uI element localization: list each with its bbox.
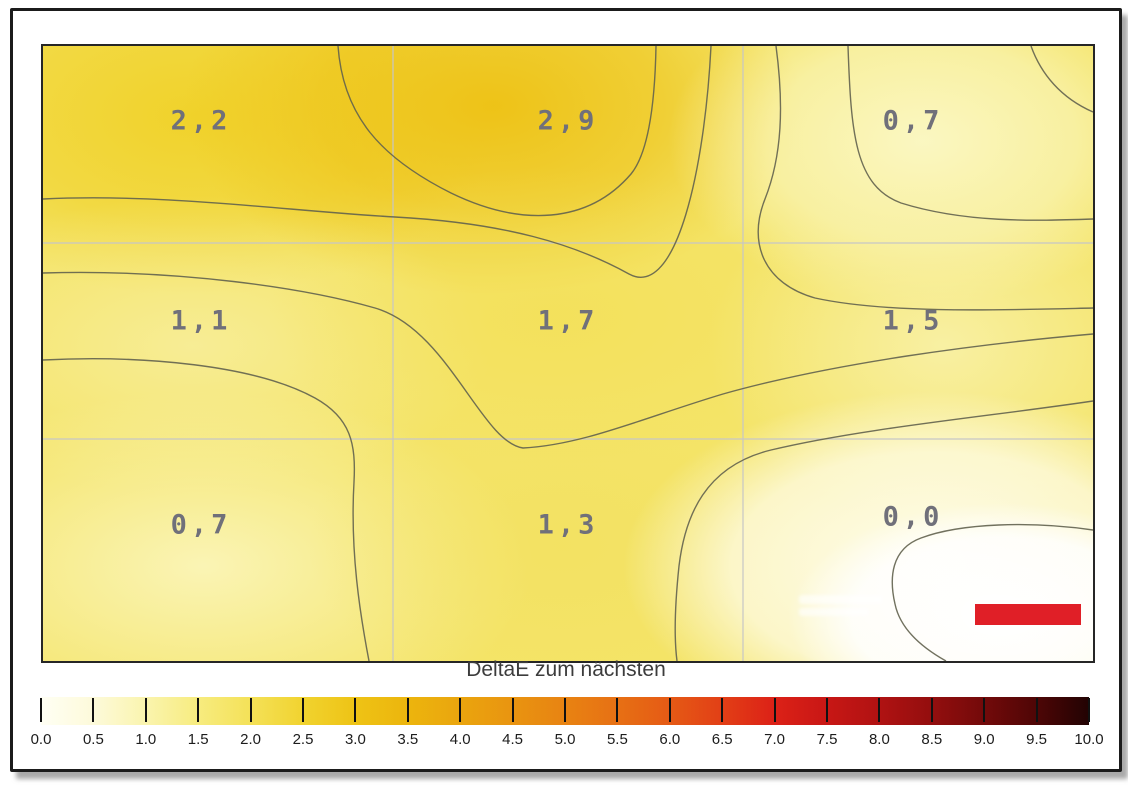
colorbar-tick-label: 4.5: [502, 731, 524, 748]
colorbar-tick-label: 2.0: [240, 731, 262, 748]
uniformity-chart-card: 2,2 2,9 0,7 1,1 1,7 1,5 0,7 1,3 0,0 DeltaE zum n…: [10, 8, 1122, 772]
grid-lines: [43, 46, 1093, 661]
colorbar-tick-label: 1.0: [135, 731, 157, 748]
cell-value: 2,2: [170, 105, 232, 137]
cell-value: 1,3: [537, 509, 599, 541]
colorbar-tick: [773, 698, 776, 722]
colorbar-tick: [983, 698, 986, 722]
cell-value: 0,0: [882, 501, 944, 533]
colorbar-tick-label: 7.5: [816, 731, 838, 748]
colorbar-tick-label: 8.5: [921, 731, 943, 748]
contour-lines: [43, 46, 1093, 661]
colorbar-tick-label: 6.0: [659, 731, 681, 748]
colorbar-tick: [249, 698, 252, 722]
colorbar-tick-label: 7.0: [764, 731, 786, 748]
colorbar-tick: [302, 698, 304, 722]
colorbar-tick-label: 0.0: [30, 731, 52, 748]
colorbar-tick-label: 10.0: [1074, 731, 1104, 748]
colorbar-tick-label: 4.0: [449, 731, 471, 748]
cell-value: 1,1: [170, 305, 232, 337]
colorbar-tick: [1088, 698, 1090, 722]
colorbar-tick: [1035, 698, 1038, 722]
colorbar-tick: [564, 698, 566, 722]
colorbar-tick: [878, 698, 881, 722]
cell-value: 0,7: [170, 509, 232, 541]
faint-watermark: [799, 608, 869, 616]
colorbar-tick-label: 5.5: [606, 731, 628, 748]
colorbar-tick: [459, 698, 462, 722]
colorbar-tick-label: 9.5: [1026, 731, 1048, 748]
colorbar-tick-label: 6.5: [711, 731, 733, 748]
colorbar-tick: [511, 698, 514, 722]
colorbar-tick: [721, 698, 724, 722]
colorbar-tick: [197, 698, 200, 722]
colorbar-tick: [616, 698, 619, 722]
heatmap-surface: [43, 46, 1093, 661]
colorbar-tick: [668, 698, 671, 722]
heatmap-blobs: [43, 46, 1093, 661]
colorbar-tick: [826, 698, 828, 722]
cell-value: 2,9: [537, 105, 599, 137]
red-marker: [975, 604, 1081, 625]
colorbar-tick-label: 5.0: [554, 731, 576, 748]
cell-value: 0,7: [882, 105, 944, 137]
contour-plot-area: 2,2 2,9 0,7 1,1 1,7 1,5 0,7 1,3 0,0: [41, 44, 1095, 663]
colorbar-tick-label: 3.0: [344, 731, 366, 748]
colorbar-tick-label: 8.0: [868, 731, 890, 748]
faint-watermark: [799, 595, 883, 604]
cell-value: 1,7: [537, 305, 599, 337]
colorbar-tick: [354, 698, 357, 722]
colorbar-tick: [92, 698, 95, 722]
colorbar-tick: [406, 698, 409, 722]
colorbar-tick-label: 1.5: [187, 731, 209, 748]
colorbar-tick: [40, 698, 42, 722]
colorbar-tick: [930, 698, 933, 722]
colorbar-tick: [144, 698, 147, 722]
colorbar-tick-label: 3.5: [397, 731, 419, 748]
cell-value: 1,5: [882, 305, 944, 337]
colorbar-tick-label: 0.5: [82, 731, 104, 748]
colorbar-title: DeltaE zum nächsten: [466, 658, 666, 681]
colorbar-tick-label: 9.0: [973, 731, 995, 748]
colorbar-tick-label: 2.5: [292, 731, 314, 748]
